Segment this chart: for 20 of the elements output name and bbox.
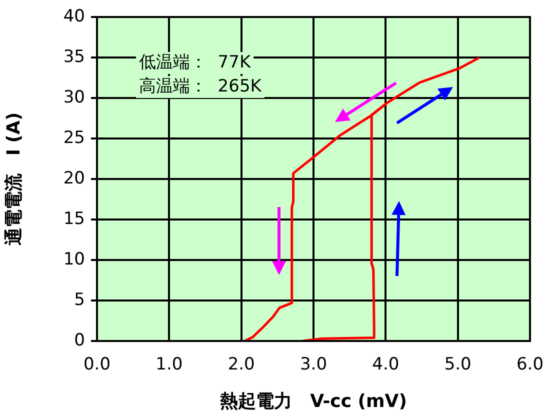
y-axis-title: 通電電流 I (A) (3, 112, 24, 247)
y-tick-label: 5 (74, 290, 85, 310)
y-tick-label: 30 (63, 87, 85, 108)
y-tick-label: 25 (63, 128, 85, 148)
x-tick-label: 5.0 (444, 354, 472, 375)
x-tick-label: 2.0 (228, 354, 255, 375)
x-tick-label: 6.0 (516, 354, 544, 375)
x-axis-title: 熱起電力 V-cc (mV) (219, 390, 407, 412)
y-tick-label: 0 (74, 330, 85, 350)
x-tick-label: 1.0 (156, 354, 183, 375)
y-tick-label: 35 (63, 46, 85, 67)
x-tick-label: 0.0 (83, 354, 111, 375)
y-tick-label: 15 (63, 208, 85, 229)
annotation: 低温端： 77K (139, 52, 252, 72)
x-tick-label: 4.0 (372, 354, 400, 375)
annotation: 高温端： 265K (139, 76, 262, 96)
x-tick-label: 3.0 (300, 354, 328, 375)
y-tick-label: 40 (63, 6, 85, 26)
y-tick-label: 10 (63, 249, 85, 270)
y-tick-label: 20 (63, 168, 85, 188)
